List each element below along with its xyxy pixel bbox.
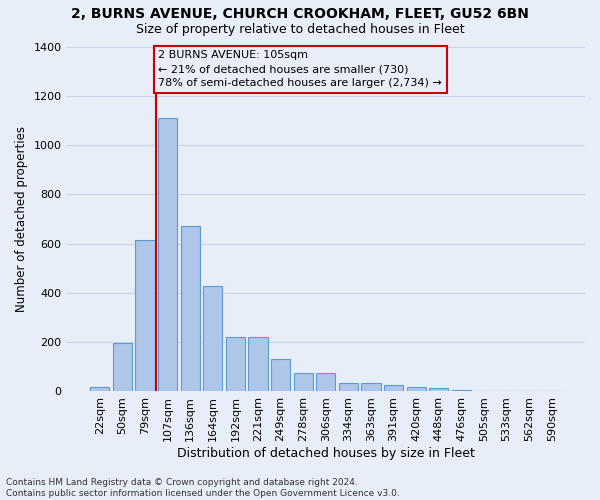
Bar — [429, 388, 448, 392]
Bar — [203, 286, 223, 392]
X-axis label: Distribution of detached houses by size in Fleet: Distribution of detached houses by size … — [177, 447, 475, 460]
Bar — [226, 338, 245, 392]
Bar — [407, 387, 426, 392]
Text: Size of property relative to detached houses in Fleet: Size of property relative to detached ho… — [136, 22, 464, 36]
Bar — [90, 386, 109, 392]
Bar — [384, 384, 403, 392]
Bar — [158, 118, 177, 392]
Text: 2, BURNS AVENUE, CHURCH CROOKHAM, FLEET, GU52 6BN: 2, BURNS AVENUE, CHURCH CROOKHAM, FLEET,… — [71, 8, 529, 22]
Bar — [475, 390, 494, 392]
Bar — [248, 338, 268, 392]
Y-axis label: Number of detached properties: Number of detached properties — [15, 126, 28, 312]
Bar — [316, 373, 335, 392]
Text: 2 BURNS AVENUE: 105sqm
← 21% of detached houses are smaller (730)
78% of semi-de: 2 BURNS AVENUE: 105sqm ← 21% of detached… — [158, 50, 442, 88]
Bar — [271, 360, 290, 392]
Text: Contains HM Land Registry data © Crown copyright and database right 2024.
Contai: Contains HM Land Registry data © Crown c… — [6, 478, 400, 498]
Bar — [361, 384, 380, 392]
Bar — [339, 384, 358, 392]
Bar — [113, 344, 132, 392]
Bar — [293, 373, 313, 392]
Bar — [452, 390, 471, 392]
Bar — [181, 226, 200, 392]
Bar — [136, 240, 155, 392]
